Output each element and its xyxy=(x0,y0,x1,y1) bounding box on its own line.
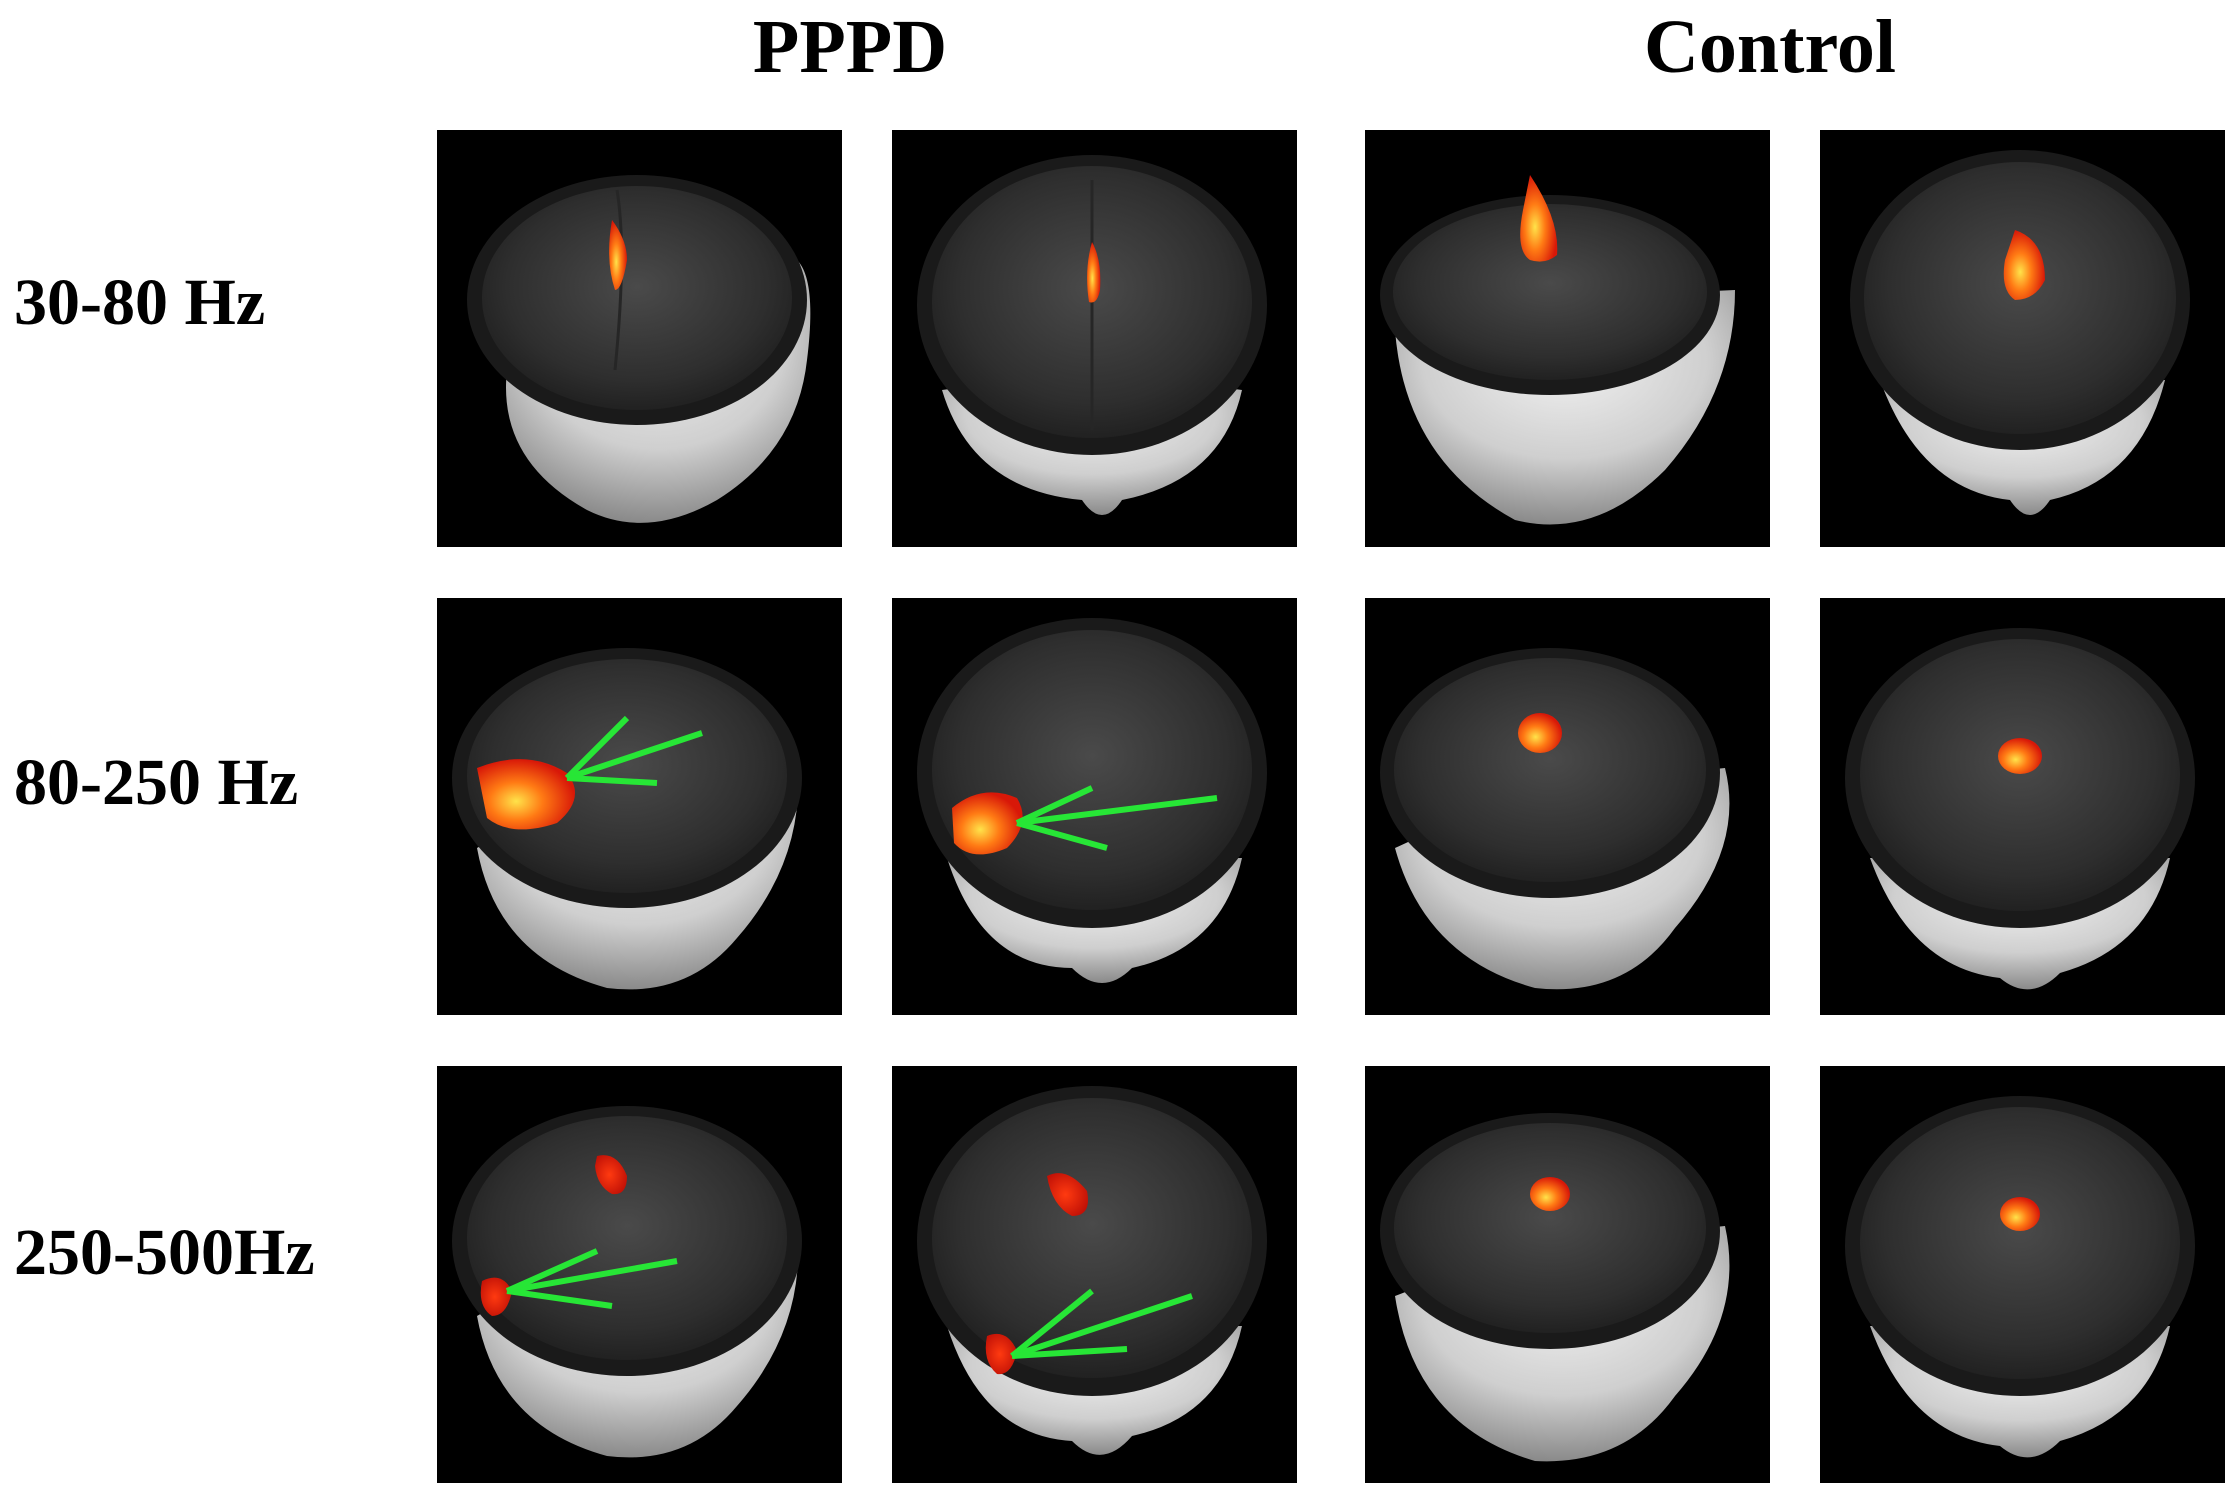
activation-blob xyxy=(1998,738,2042,774)
activation-blob xyxy=(1518,713,1562,753)
panel-control-30-80-a xyxy=(1365,130,1770,547)
activation-blob xyxy=(2000,1197,2040,1231)
row-label-30-80: 30-80 Hz xyxy=(14,266,266,339)
head-render xyxy=(1380,1113,1730,1462)
arrow-marker xyxy=(505,1248,678,1309)
group-title-control: Control xyxy=(1644,5,1896,89)
head-render xyxy=(917,1086,1267,1455)
head-render xyxy=(1380,648,1730,990)
panel-pppd-80-250-b xyxy=(892,598,1297,1015)
activation-blob xyxy=(1520,175,1558,262)
activation-blob xyxy=(1087,242,1101,303)
panel-pppd-80-250-a xyxy=(437,598,842,1015)
row-label-80-250: 80-250 Hz xyxy=(14,746,299,819)
head-render xyxy=(917,618,1267,983)
activation-blob xyxy=(480,1277,512,1316)
group-title-pppd: PPPD xyxy=(752,5,948,89)
panel-pppd-250-500-b xyxy=(892,1066,1297,1483)
arrow-marker xyxy=(1015,785,1218,851)
row-label-250-500: 250-500Hz xyxy=(14,1216,315,1289)
panel-control-250-500-b xyxy=(1820,1066,2225,1483)
panel-pppd-30-80-a xyxy=(437,130,842,547)
activation-blob xyxy=(595,1155,627,1195)
activation-blob xyxy=(1530,1177,1570,1211)
panel-control-250-500-a xyxy=(1365,1066,1770,1483)
head-render xyxy=(467,175,811,523)
head-render xyxy=(1845,628,2195,990)
head-render xyxy=(917,155,1267,515)
panel-pppd-30-80-b xyxy=(892,130,1297,547)
activation-blob xyxy=(477,759,575,830)
arrow-marker xyxy=(564,715,703,786)
head-render xyxy=(452,1106,802,1458)
head-render xyxy=(1850,150,2190,515)
head-render xyxy=(452,648,802,990)
activation-blob xyxy=(1047,1173,1088,1216)
panel-pppd-250-500-a xyxy=(437,1066,842,1483)
activation-blob xyxy=(609,220,627,290)
activation-blob xyxy=(2003,230,2045,300)
panel-control-80-250-b xyxy=(1820,598,2225,1015)
activation-blob xyxy=(952,792,1023,855)
panel-control-80-250-a xyxy=(1365,598,1770,1015)
activation-blob xyxy=(985,1333,1017,1375)
head-render xyxy=(1845,1096,2195,1458)
head-render xyxy=(1380,175,1735,525)
panel-control-30-80-b xyxy=(1820,130,2225,547)
arrow-marker xyxy=(1010,1288,1193,1359)
